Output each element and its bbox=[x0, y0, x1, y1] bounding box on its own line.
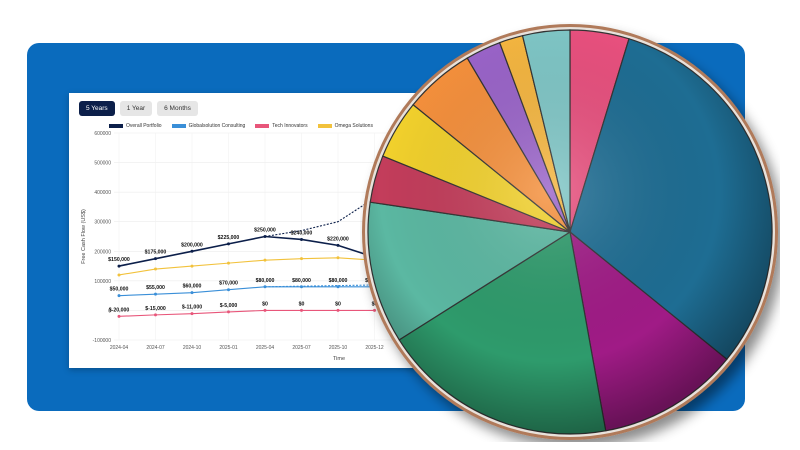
y-tick-label: 200000 bbox=[94, 249, 111, 255]
tab-1-year[interactable]: 1 Year bbox=[119, 101, 153, 116]
data-point bbox=[336, 308, 340, 312]
data-label: $250,000 bbox=[254, 228, 276, 234]
data-point bbox=[154, 313, 157, 317]
data-label: $80,000 bbox=[329, 278, 348, 284]
series-line bbox=[118, 257, 375, 276]
data-point bbox=[154, 257, 157, 261]
data-point bbox=[373, 308, 376, 312]
x-tick-label: 2025-07 bbox=[292, 345, 311, 351]
x-tick-label: 2025-12 bbox=[365, 345, 384, 351]
data-label: $150,000 bbox=[108, 257, 130, 263]
data-point bbox=[300, 285, 303, 289]
chart-legend: Overall Portfolio Globalsolution Consult… bbox=[109, 123, 373, 129]
data-label: $80,000 bbox=[292, 278, 311, 284]
y-tick-label: 500000 bbox=[94, 161, 111, 167]
data-point bbox=[190, 312, 194, 316]
data-point bbox=[227, 288, 230, 292]
y-tick-label: -100000 bbox=[93, 338, 112, 344]
data-point bbox=[190, 264, 194, 268]
data-point bbox=[227, 242, 230, 246]
data-label: $220,000 bbox=[327, 236, 349, 242]
data-point bbox=[117, 273, 121, 277]
data-label: $50,000 bbox=[110, 287, 129, 293]
data-label: $-5,000 bbox=[220, 303, 238, 309]
x-tick-label: 2025-04 bbox=[256, 345, 275, 351]
tab-5-years[interactable]: 5 Years bbox=[79, 101, 115, 116]
y-tick-label: 300000 bbox=[94, 220, 111, 226]
pie-chart-container bbox=[360, 22, 780, 442]
y-tick-label: 100000 bbox=[94, 279, 111, 285]
data-label: $175,000 bbox=[145, 250, 167, 256]
data-point bbox=[300, 308, 303, 312]
series-line bbox=[118, 286, 375, 297]
data-label: $-15,000 bbox=[145, 306, 166, 312]
data-point bbox=[117, 294, 121, 298]
legend-item-overall[interactable]: Overall Portfolio bbox=[109, 123, 162, 129]
data-label: $240,000 bbox=[291, 230, 313, 236]
data-label: $225,000 bbox=[218, 235, 240, 241]
legend-item-tech[interactable]: Tech Innovators bbox=[255, 123, 308, 129]
pie-shading bbox=[368, 30, 772, 434]
x-tick-label: 2024-07 bbox=[146, 345, 165, 351]
data-point bbox=[190, 291, 194, 295]
x-tick-label: 2024-10 bbox=[183, 345, 202, 351]
time-range-tabs: 5 Years 1 Year 6 Months bbox=[79, 101, 198, 116]
legend-item-omega[interactable]: Omega Solutions bbox=[317, 123, 373, 129]
data-label: $0 bbox=[372, 301, 378, 307]
data-point bbox=[227, 310, 230, 314]
data-point bbox=[300, 257, 303, 261]
x-tick-label: 2024-04 bbox=[110, 345, 129, 351]
data-point bbox=[263, 258, 267, 262]
y-tick-label: 600000 bbox=[94, 131, 111, 137]
data-label: $0 bbox=[262, 301, 268, 307]
pie-chart bbox=[362, 24, 778, 440]
data-point bbox=[300, 237, 303, 241]
forecast-line bbox=[264, 197, 375, 238]
y-axis-title: Free Cash Flow (US$) bbox=[81, 209, 87, 264]
data-point bbox=[263, 308, 267, 312]
data-point bbox=[117, 314, 121, 318]
data-point bbox=[336, 285, 340, 289]
data-label: $80,000 bbox=[256, 278, 275, 284]
data-label: $-20,000 bbox=[109, 307, 130, 313]
data-label: $0 bbox=[335, 301, 341, 307]
y-tick-label: 0 bbox=[108, 308, 111, 314]
data-point bbox=[263, 285, 267, 289]
series-line bbox=[118, 235, 375, 267]
data-point bbox=[154, 267, 157, 271]
data-point bbox=[190, 249, 194, 253]
line-chart: -100000 0 100000 200000 300000 400000 500000 60… bbox=[81, 131, 484, 362]
tab-6-months[interactable]: 6 Months bbox=[157, 101, 198, 116]
data-label: $0 bbox=[299, 301, 305, 307]
data-label: $55,000 bbox=[146, 285, 165, 291]
x-tick-label: 2025-10 bbox=[329, 345, 348, 351]
data-point bbox=[154, 292, 157, 296]
x-axis-title: Time bbox=[333, 356, 345, 362]
data-label: $60,000 bbox=[183, 284, 202, 290]
x-tick-label: 2025-01 bbox=[219, 345, 238, 351]
y-tick-label: 400000 bbox=[94, 190, 111, 196]
data-point bbox=[336, 256, 340, 260]
data-point bbox=[263, 235, 267, 238]
data-point bbox=[227, 261, 230, 265]
data-label: $200,000 bbox=[181, 242, 203, 248]
forecast-line bbox=[264, 284, 375, 288]
data-label: $70,000 bbox=[219, 281, 238, 287]
series-line bbox=[118, 309, 375, 317]
data-point bbox=[336, 243, 340, 247]
legend-item-globalsolution[interactable]: Globalsolution Consulting bbox=[171, 123, 245, 129]
data-point bbox=[117, 264, 121, 268]
data-label: $-11,000 bbox=[182, 305, 202, 311]
